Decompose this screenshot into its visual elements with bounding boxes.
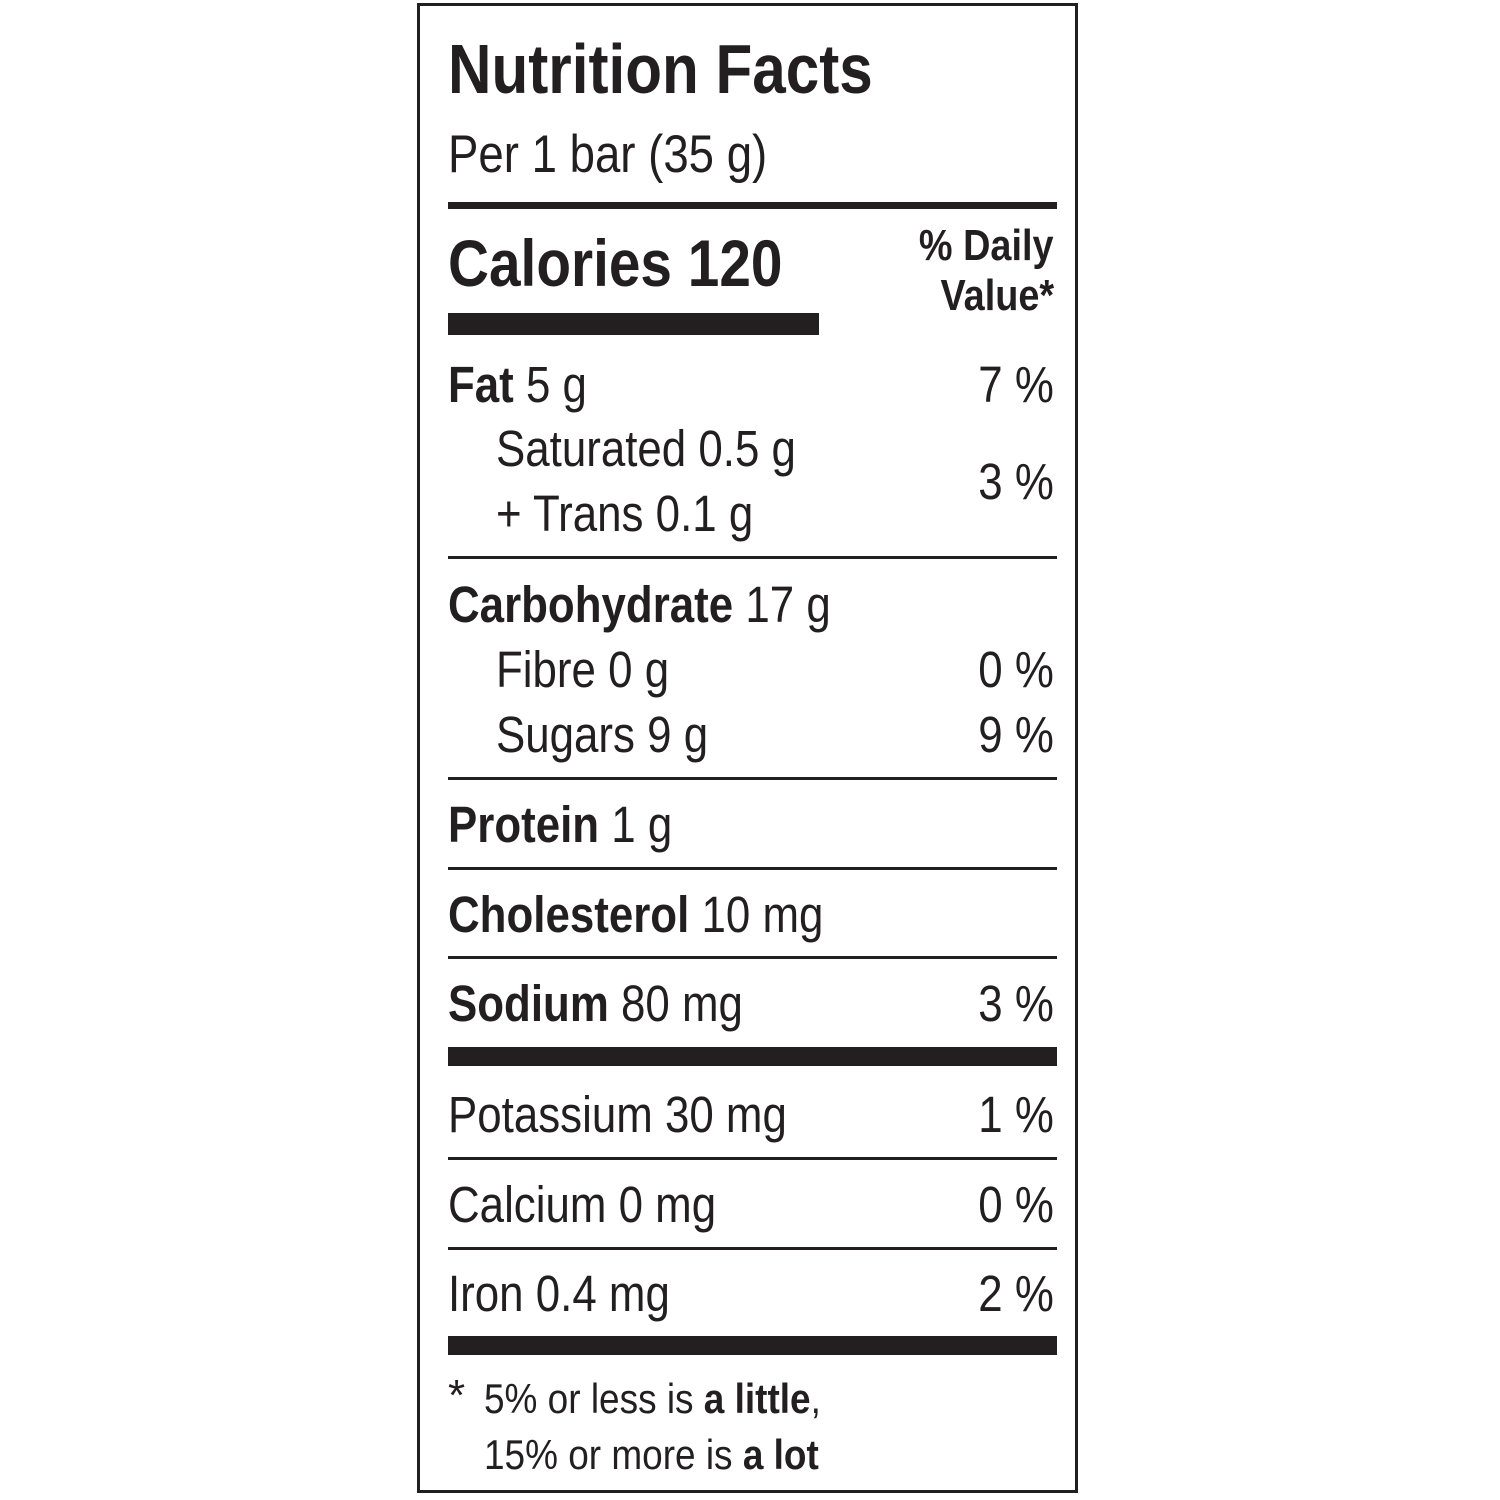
fat-dv: 7 % — [978, 356, 1054, 413]
iron-dv: 2 % — [978, 1265, 1054, 1322]
cholesterol-row: Cholesterol 10 mg — [448, 889, 823, 940]
nutrition-facts-label: Nutrition Facts Per 1 bar (35 g) Calorie… — [417, 3, 1078, 1493]
rule-after-cholesterol — [448, 956, 1057, 959]
calories-underline — [448, 313, 819, 335]
fibre-dv: 0 % — [978, 641, 1054, 698]
carbohydrate-row: Carbohydrate 17 g — [448, 579, 831, 630]
nutrition-facts-content: Nutrition Facts Per 1 bar (35 g) Calorie… — [448, 6, 1057, 1490]
calories-label: Calories — [448, 226, 673, 300]
protein-label: Protein — [448, 796, 600, 853]
cholesterol-amount: 10 mg — [701, 886, 824, 943]
iron-row: Iron 0.4 mg — [448, 1265, 670, 1322]
trans-row: + Trans 0.1 g — [496, 485, 754, 542]
dv-header-line2: Value* — [940, 271, 1054, 320]
calcium-row: Calcium 0 mg — [448, 1176, 717, 1233]
rule-top — [448, 202, 1057, 209]
carbohydrate-label: Carbohydrate — [448, 576, 734, 633]
footnote-line2-text: 15% or more is — [484, 1431, 743, 1478]
cholesterol-label: Cholesterol — [448, 886, 690, 943]
footnote-line1-text: 5% or less is — [484, 1375, 704, 1422]
fat-amount: 5 g — [525, 356, 587, 413]
dv-header-line1: % Daily — [919, 221, 1054, 270]
potassium-dv: 1 % — [978, 1086, 1054, 1143]
calories-line: Calories 120 — [448, 230, 782, 296]
rule-after-calcium — [448, 1247, 1057, 1250]
footnote-asterisk: * — [448, 1371, 466, 1420]
fat-label: Fat — [448, 356, 514, 413]
fibre-row: Fibre 0 g — [496, 641, 670, 698]
rule-before-footnote — [448, 1336, 1057, 1355]
sodium-dv: 3 % — [978, 975, 1054, 1032]
saturated-row: Saturated 0.5 g — [496, 420, 796, 477]
footnote-a-little: a little — [703, 1375, 811, 1422]
footnote-line2: 15% or more is a lot — [484, 1434, 819, 1476]
sugars-row: Sugars 9 g — [496, 706, 709, 763]
footnote-comma: , — [810, 1375, 821, 1422]
protein-amount: 1 g — [611, 796, 673, 853]
serving-size: Per 1 bar (35 g) — [448, 125, 768, 184]
fat-row: Fat 5 g — [448, 359, 587, 410]
potassium-row: Potassium 30 mg — [448, 1086, 787, 1143]
calcium-dv: 0 % — [978, 1176, 1054, 1233]
carbohydrate-amount: 17 g — [745, 576, 831, 633]
sodium-label: Sodium — [448, 975, 609, 1032]
footnote-a-lot: a lot — [742, 1431, 819, 1478]
calories-value: 120 — [687, 226, 783, 300]
protein-row: Protein 1 g — [448, 799, 672, 850]
sodium-amount: 80 mg — [621, 975, 743, 1032]
rule-after-fat — [448, 556, 1057, 559]
label-title: Nutrition Facts — [448, 30, 873, 108]
sodium-row: Sodium 80 mg — [448, 978, 743, 1029]
footnote-line1: 5% or less is a little, — [484, 1378, 821, 1420]
rule-after-potassium — [448, 1157, 1057, 1160]
sat-trans-dv: 3 % — [978, 453, 1054, 510]
rule-before-minerals — [448, 1047, 1057, 1066]
rule-after-carbohydrate — [448, 777, 1057, 780]
sugars-dv: 9 % — [978, 706, 1054, 763]
rule-after-protein — [448, 867, 1057, 870]
